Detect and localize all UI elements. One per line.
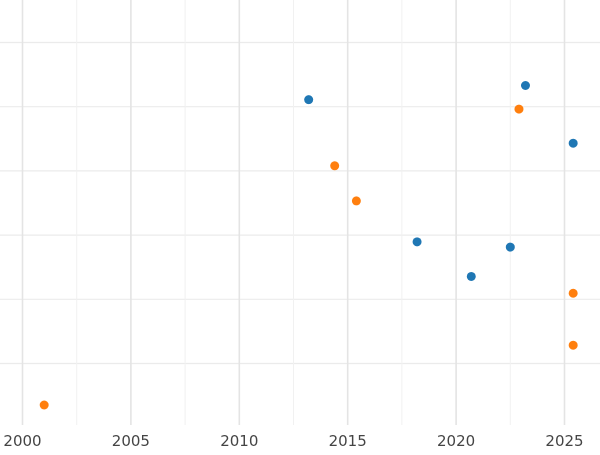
- data-point-series-2: [514, 104, 524, 114]
- data-point-series-1: [412, 237, 422, 247]
- data-point-series-1: [466, 271, 476, 281]
- x-tick-label: 2020: [437, 432, 475, 450]
- x-tick-label: 2000: [3, 432, 41, 450]
- data-point-series-2: [568, 288, 578, 298]
- data-points: [39, 81, 578, 410]
- x-tick-label: 2025: [545, 432, 583, 450]
- data-point-series-2: [39, 400, 49, 410]
- grid: [0, 0, 600, 425]
- data-point-series-1: [505, 242, 515, 252]
- data-point-series-2: [351, 196, 361, 206]
- data-point-series-1: [520, 81, 530, 90]
- x-tick-label: 2015: [329, 432, 367, 450]
- data-point-series-1: [568, 138, 578, 148]
- x-tick-label: 2005: [112, 432, 150, 450]
- data-point-series-1: [304, 95, 314, 105]
- data-point-series-2: [330, 161, 340, 171]
- data-point-series-2: [568, 340, 578, 350]
- x-tick-label: 2010: [220, 432, 258, 450]
- x-axis-ticks: 2000 2005 2010 2015 2020 2025: [3, 432, 583, 450]
